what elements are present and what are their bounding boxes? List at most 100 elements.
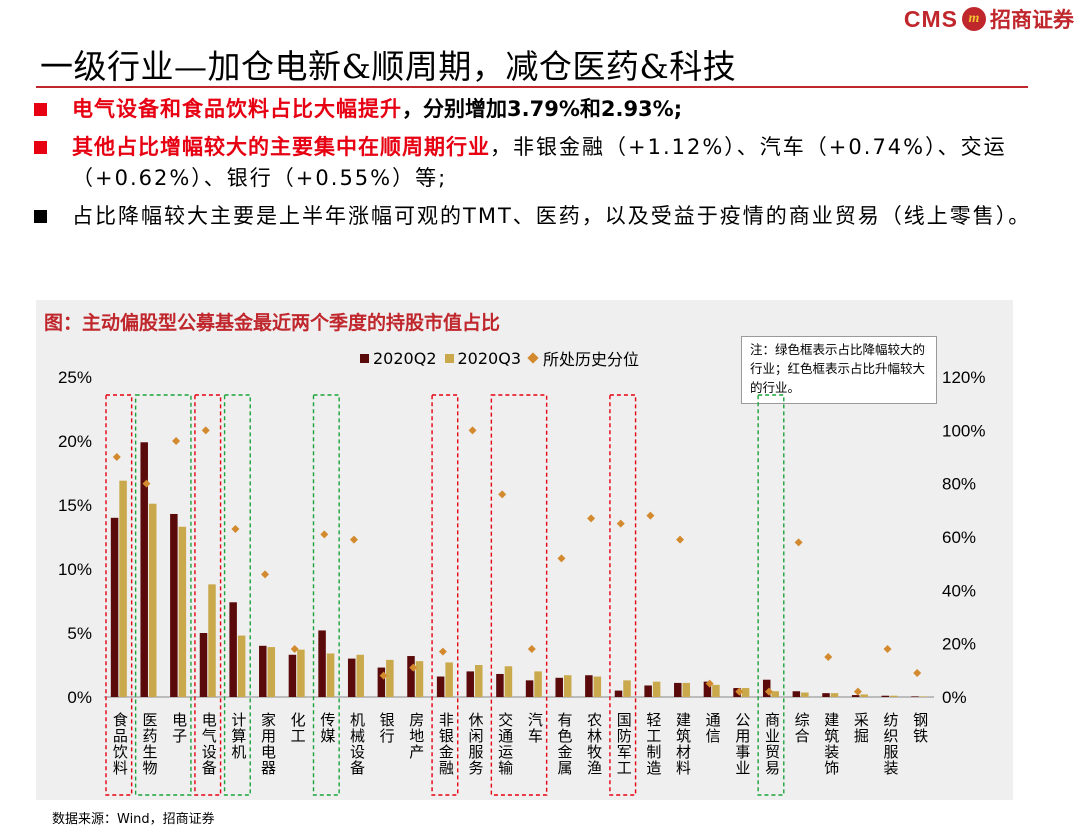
bar-2020q2 [170, 513, 178, 697]
bar-2020q3 [652, 681, 661, 697]
bar-2020q3 [326, 653, 335, 697]
bar-2020q3 [534, 671, 542, 697]
bar-2020q2 [851, 695, 860, 697]
point-percentile [112, 453, 121, 461]
bullet-text: 占比降幅较大主要是上半年涨幅可观的TMT、医药，以及受益于疫情的商业贸易（线上零… [72, 204, 1032, 228]
point-percentile [261, 570, 270, 579]
bar-2020q3 [919, 696, 928, 697]
point-percentile [468, 426, 477, 435]
bar-2020q2 [911, 696, 919, 697]
bar-2020q3 [148, 503, 157, 697]
bar-2020q2 [110, 517, 119, 697]
legend-item-q2: 2020Q2 [360, 349, 437, 368]
x-category-label: 房地产 [407, 712, 425, 760]
bar-2020q3 [356, 654, 364, 697]
point-percentile [438, 647, 447, 656]
bar-2020q3 [475, 665, 483, 697]
legend-label-q3: 2020Q3 [457, 348, 522, 368]
bar-2020q3 [178, 526, 187, 697]
point-percentile [142, 479, 151, 488]
bar-2020q3 [623, 680, 631, 697]
bar-2020q3 [771, 691, 779, 697]
bar-2020q3 [504, 666, 513, 697]
bar-2020q3 [801, 692, 809, 697]
x-category-label: 休闲服务 [467, 712, 485, 776]
bar-2020q2 [466, 671, 475, 697]
highlight-box-red [105, 394, 133, 796]
point-percentile [676, 535, 685, 544]
x-category-label: 通信 [704, 712, 722, 744]
bar-2020q3 [297, 649, 305, 697]
logo-cms-text: CMS [903, 5, 958, 32]
point-percentile [705, 679, 714, 688]
bar-2020q2 [347, 658, 356, 697]
bullet-item-3: 占比降幅较大主要是上半年涨幅可观的TMT、医药，以及受益于疫情的商业贸易（线上零… [34, 201, 1054, 232]
x-category-label: 农林牧渔 [585, 712, 603, 776]
bar-2020q2 [259, 645, 267, 697]
bar-2020q3 [445, 662, 453, 697]
bar-2020q2 [407, 656, 415, 697]
highlight-box-red [431, 394, 459, 796]
point-percentile [764, 687, 773, 696]
y-left-tick-label: 20% [58, 432, 92, 451]
bar-2020q2 [703, 681, 712, 697]
bar-2020q2 [318, 630, 326, 697]
bar-2020q2 [288, 654, 297, 697]
x-category-label: 建筑装饰 [822, 712, 840, 776]
y-left-tick-label: 5% [67, 624, 92, 643]
data-source: 数据来源：Wind，招商证券 [52, 812, 215, 827]
x-category-label: 钢铁 [911, 712, 929, 744]
bullet-square-icon [34, 141, 47, 154]
x-category-label: 食品饮料 [111, 712, 129, 776]
legend-item-percentile: 所处历史分位 [527, 346, 640, 370]
bullet-text: ，非银金融（+1.12%）、汽车（+0.74%）、交运（+0.62%）、银行（+… [72, 135, 1007, 190]
bar-2020q2 [822, 693, 830, 697]
point-percentile [587, 514, 596, 523]
y-right-tick-label: 80% [942, 475, 976, 494]
bullet-list: 电气设备和食品饮料占比大幅提升，分别增加3.79%和2.93%; 其他占比增幅较… [34, 94, 1054, 239]
legend-label-percentile: 所处历史分位 [543, 350, 640, 369]
bar-2020q3 [119, 480, 127, 697]
x-category-label: 有色金属 [555, 712, 573, 776]
logo-name-text: 招商证券 [990, 7, 1074, 32]
bar-2020q2 [674, 682, 682, 697]
y-right-tick-label: 60% [942, 528, 976, 547]
point-percentile [883, 645, 892, 653]
point-percentile [794, 538, 803, 547]
y-left-tick-label: 10% [58, 560, 92, 579]
point-percentile [290, 645, 299, 653]
bar-2020q2 [140, 442, 148, 697]
point-percentile [201, 426, 210, 435]
bar-2020q2 [614, 690, 623, 697]
bar-2020q3 [415, 661, 424, 697]
point-percentile [379, 671, 388, 680]
x-category-label: 家用电器 [259, 712, 277, 776]
point-percentile [853, 687, 862, 696]
y-right-tick-label: 20% [942, 635, 976, 654]
bar-2020q3 [890, 695, 898, 697]
y-right-tick-label: 40% [942, 581, 976, 600]
bar-2020q3 [386, 659, 394, 697]
bullet-item-1: 电气设备和食品饮料占比大幅提升，分别增加3.79%和2.93%; [34, 94, 1054, 125]
highlight-box-red [490, 394, 548, 796]
x-category-label: 化工 [289, 712, 307, 744]
bar-2020q3 [682, 682, 691, 697]
x-category-label: 电气设备 [200, 712, 218, 776]
x-category-label: 建筑材料 [674, 712, 692, 776]
y-left-tick-label: 25% [58, 368, 92, 387]
bar-2020q3 [712, 684, 720, 697]
bullet-highlight: 其他占比增幅较大的主要集中在顺周期行业 [72, 135, 490, 159]
point-percentile [557, 554, 566, 563]
y-right-tick-label: 120% [942, 368, 985, 387]
point-percentile [409, 663, 418, 672]
legend-item-q3: 2020Q3 [444, 348, 522, 368]
x-category-label: 电子 [170, 712, 188, 744]
bar-2020q2 [525, 680, 534, 697]
point-percentile [527, 645, 536, 653]
x-category-label: 轻工制造 [644, 712, 662, 776]
point-percentile [320, 530, 329, 539]
bar-2020q3 [237, 635, 246, 697]
point-percentile [646, 511, 655, 520]
y-left-tick-label: 0% [67, 688, 92, 707]
